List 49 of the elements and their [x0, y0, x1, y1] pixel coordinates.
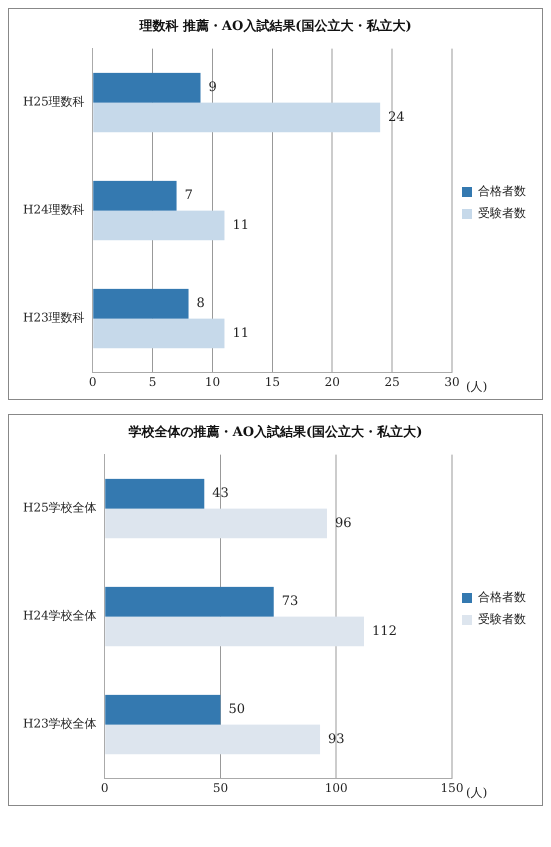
x-tick-label: 150 — [440, 780, 464, 795]
x-tick-label: 20 — [324, 374, 340, 389]
data-label: 43 — [212, 486, 229, 502]
y-tick-label: H23理数科 — [23, 310, 85, 325]
data-label: 24 — [388, 110, 405, 125]
x-tick-label: 100 — [324, 780, 348, 795]
bar — [93, 102, 380, 132]
chart-title: 学校全体の推薦・AO入試結果(国公立大・私立大) — [128, 424, 422, 440]
x-tick-label: 0 — [88, 374, 97, 389]
legend-label: 受験者数 — [478, 612, 526, 626]
bar — [105, 724, 320, 754]
bar — [93, 288, 189, 319]
bar — [93, 210, 224, 240]
bar — [93, 180, 177, 211]
legend-label: 受験者数 — [478, 206, 526, 220]
data-label: 73 — [282, 594, 298, 610]
x-axis-title: (人) — [466, 380, 488, 394]
x-tick-label: 5 — [148, 374, 156, 389]
x-tick-label: 30 — [444, 374, 460, 389]
x-tick-label: 10 — [204, 374, 220, 389]
y-tick-label: H24学校全体 — [23, 608, 97, 623]
bar — [105, 616, 364, 646]
y-tick-label: H25学校全体 — [23, 500, 97, 515]
x-tick-label: 15 — [264, 374, 280, 389]
data-label: 50 — [228, 702, 246, 718]
chart-title: 理数科 推薦・AO入試結果(国公立大・私立大) — [138, 18, 412, 34]
y-tick-label: H25理数科 — [23, 94, 85, 109]
x-tick-label: 0 — [100, 780, 109, 795]
legend-label: 合格者数 — [478, 184, 526, 198]
bar — [93, 72, 201, 103]
y-tick-label: H23学校全体 — [23, 716, 97, 731]
x-axis-title: (人) — [466, 786, 488, 800]
data-label: 96 — [334, 516, 352, 531]
data-label: 7 — [184, 188, 193, 204]
x-tick-label: 50 — [212, 780, 228, 795]
bar — [105, 508, 327, 538]
data-label: 11 — [232, 326, 250, 341]
bar — [105, 586, 274, 617]
bar — [93, 318, 224, 348]
data-label: 9 — [208, 80, 217, 96]
y-tick-label: H24理数科 — [23, 202, 85, 217]
x-tick-label: 25 — [384, 374, 400, 389]
data-label: 8 — [196, 296, 205, 312]
bar — [105, 694, 220, 725]
bar — [105, 478, 204, 509]
data-label: 11 — [232, 218, 250, 233]
data-label: 93 — [328, 732, 345, 747]
legend-label: 合格者数 — [478, 590, 526, 604]
data-label: 112 — [372, 624, 397, 639]
